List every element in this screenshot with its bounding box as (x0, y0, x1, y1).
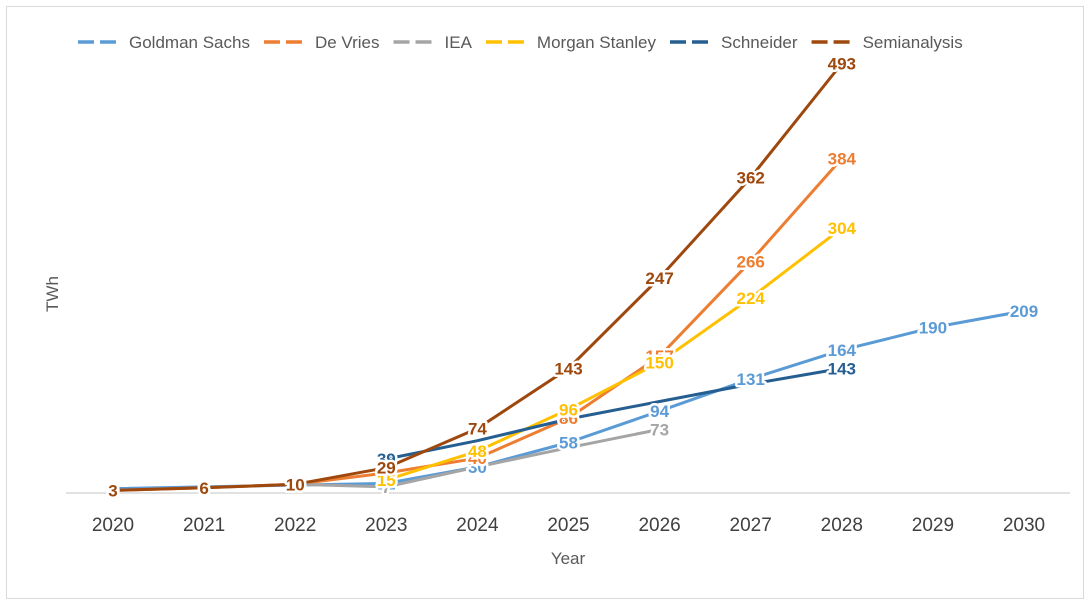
data-label-morgan-stanley-2023: 15 (377, 471, 396, 490)
data-label-goldman-sachs-2030: 209 (1010, 302, 1038, 321)
data-labels: 5 11 30 58 94 131 164 190 209 3 6 10 23 40 86 157 266 384… (106, 52, 1041, 503)
legend-label: Semianalysis (863, 33, 963, 52)
data-label-semianalysis-2027: 362 (737, 169, 765, 188)
data-label-semianalysis-2028: 493 (828, 55, 856, 74)
chart-frame (6, 6, 1084, 599)
data-label-morgan-stanley-2026: 150 (645, 353, 673, 372)
series-line-schneider (386, 366, 843, 461)
legend-item-morgan-stanley: Morgan Stanley (485, 33, 657, 52)
x-tick-label-2026: 2026 (638, 515, 680, 536)
data-label-schneider-2023: 39 (377, 450, 396, 469)
x-tick-label-2029: 2029 (912, 515, 954, 536)
data-label-goldman-sachs-2027: 131 (737, 370, 765, 389)
series-line-goldman-sachs (112, 309, 1025, 491)
data-label-goldman-sachs-2023: 11 (377, 474, 395, 493)
data-label-de-vries-2023: 23 (377, 464, 396, 483)
data-label-semianalysis-2021: 6 (199, 479, 208, 498)
legend-item-schneider: Schneider (670, 33, 798, 52)
data-label-morgan-stanley-2027: 224 (737, 289, 766, 308)
data-label-iea-2026: 73 (650, 420, 669, 439)
legend-label: Goldman Sachs (129, 33, 250, 52)
legend-label: De Vries (315, 33, 380, 52)
y-axis-title: TWh (43, 276, 62, 312)
data-label-semianalysis-2024: 74 (468, 420, 487, 439)
legend-label: Morgan Stanley (537, 33, 657, 52)
x-tick-label-2025: 2025 (547, 515, 589, 536)
data-label-de-vries-2020: 3 (108, 481, 117, 500)
legend-item-iea: IEA (393, 33, 473, 52)
legend-item-goldman-sachs: Goldman Sachs (78, 33, 250, 52)
x-tick-label-2027: 2027 (730, 515, 772, 536)
x-tick-label-2028: 2028 (821, 515, 863, 536)
data-label-morgan-stanley-2025: 96 (559, 400, 578, 419)
data-label-goldman-sachs-2020: 5 (108, 480, 117, 499)
data-label-de-vries-2026: 157 (645, 347, 673, 366)
data-label-de-vries-2022: 10 (286, 475, 305, 494)
legend-item-semianalysis: Semianalysis (811, 33, 963, 52)
data-label-goldman-sachs-2026: 94 (650, 402, 669, 421)
data-label-de-vries-2025: 86 (559, 409, 578, 428)
x-tick-label-2024: 2024 (456, 515, 499, 536)
x-axis-title: Year (551, 549, 586, 568)
data-label-de-vries-2028: 384 (828, 149, 857, 168)
x-tick-label-2020: 2020 (92, 515, 134, 536)
data-label-schneider-2028: 143 (828, 359, 856, 378)
series-line-semianalysis (112, 62, 843, 492)
data-label-semianalysis-2026: 247 (645, 269, 673, 288)
data-label-de-vries-2021: 6 (199, 479, 208, 498)
data-label-de-vries-2024: 40 (468, 449, 487, 468)
legend: Goldman Sachs De Vries IEA Morgan Stanley Sc… (78, 33, 963, 52)
x-axis-ticks: 2020 2021 2022 2023 2024 2025 2026 2027 2028 2029… (92, 515, 1045, 536)
series-lines (112, 62, 1025, 492)
data-label-goldman-sachs-2025: 58 (559, 433, 578, 452)
data-label-iea-2023: 7 (382, 478, 391, 497)
legend-label: Schneider (721, 33, 798, 52)
data-label-de-vries-2027: 266 (737, 252, 765, 271)
data-label-goldman-sachs-2024: 30 (468, 458, 487, 477)
data-label-semianalysis-2022: 10 (286, 475, 305, 494)
x-tick-label-2023: 2023 (365, 515, 407, 536)
legend-item-de-vries: De Vries (263, 33, 380, 52)
data-label-semianalysis-2023: 29 (377, 459, 396, 478)
data-label-morgan-stanley-2024: 48 (468, 442, 487, 461)
data-label-semianalysis-2025: 143 (554, 359, 582, 378)
series-line-morgan-stanley (385, 227, 843, 482)
data-label-morgan-stanley-2028: 304 (828, 219, 857, 238)
data-label-goldman-sachs-2028: 164 (828, 341, 857, 360)
series-line-iea (295, 427, 660, 489)
data-label-semianalysis-2020: 3 (108, 481, 117, 500)
x-tick-label-2022: 2022 (274, 515, 316, 536)
data-label-goldman-sachs-2029: 190 (919, 318, 947, 337)
legend-label: IEA (445, 33, 473, 52)
x-tick-label-2030: 2030 (1003, 515, 1045, 536)
x-tick-label-2021: 2021 (183, 515, 225, 536)
